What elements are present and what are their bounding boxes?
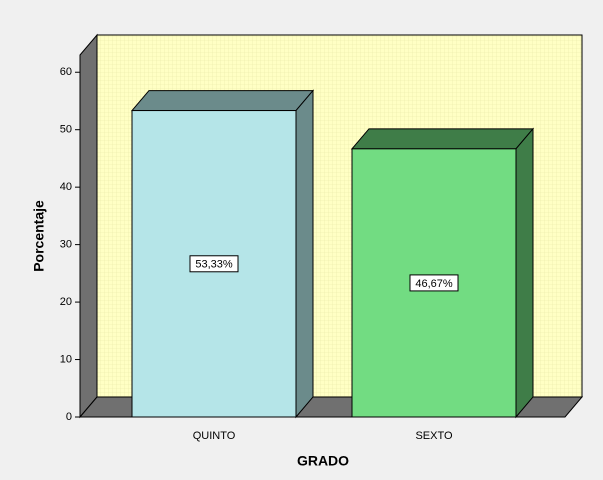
y-tick-label: 30 [60, 239, 72, 251]
x-tick-label: QUINTO [193, 430, 236, 442]
bar-side [515, 127, 534, 419]
x-axis-title: GRADO [297, 453, 349, 469]
y-tick-label: 20 [60, 296, 72, 308]
y-tick-label: 60 [60, 66, 72, 78]
value-label-box [409, 274, 459, 292]
y-axis-title: Porcentaje [31, 200, 47, 272]
bar-side [295, 89, 314, 419]
value-label: 53,33% [195, 259, 233, 271]
bar-top [350, 128, 535, 150]
y-tick-label: 50 [60, 124, 72, 136]
value-label: 46,67% [415, 278, 453, 290]
bar-top [130, 90, 315, 112]
y-tick-label: 0 [66, 411, 72, 423]
y-tick-label: 40 [60, 181, 72, 193]
value-label-box [189, 255, 239, 273]
y-tick-label: 10 [60, 353, 72, 365]
side-wall [79, 33, 98, 419]
x-tick-label: SEXTO [415, 430, 453, 442]
